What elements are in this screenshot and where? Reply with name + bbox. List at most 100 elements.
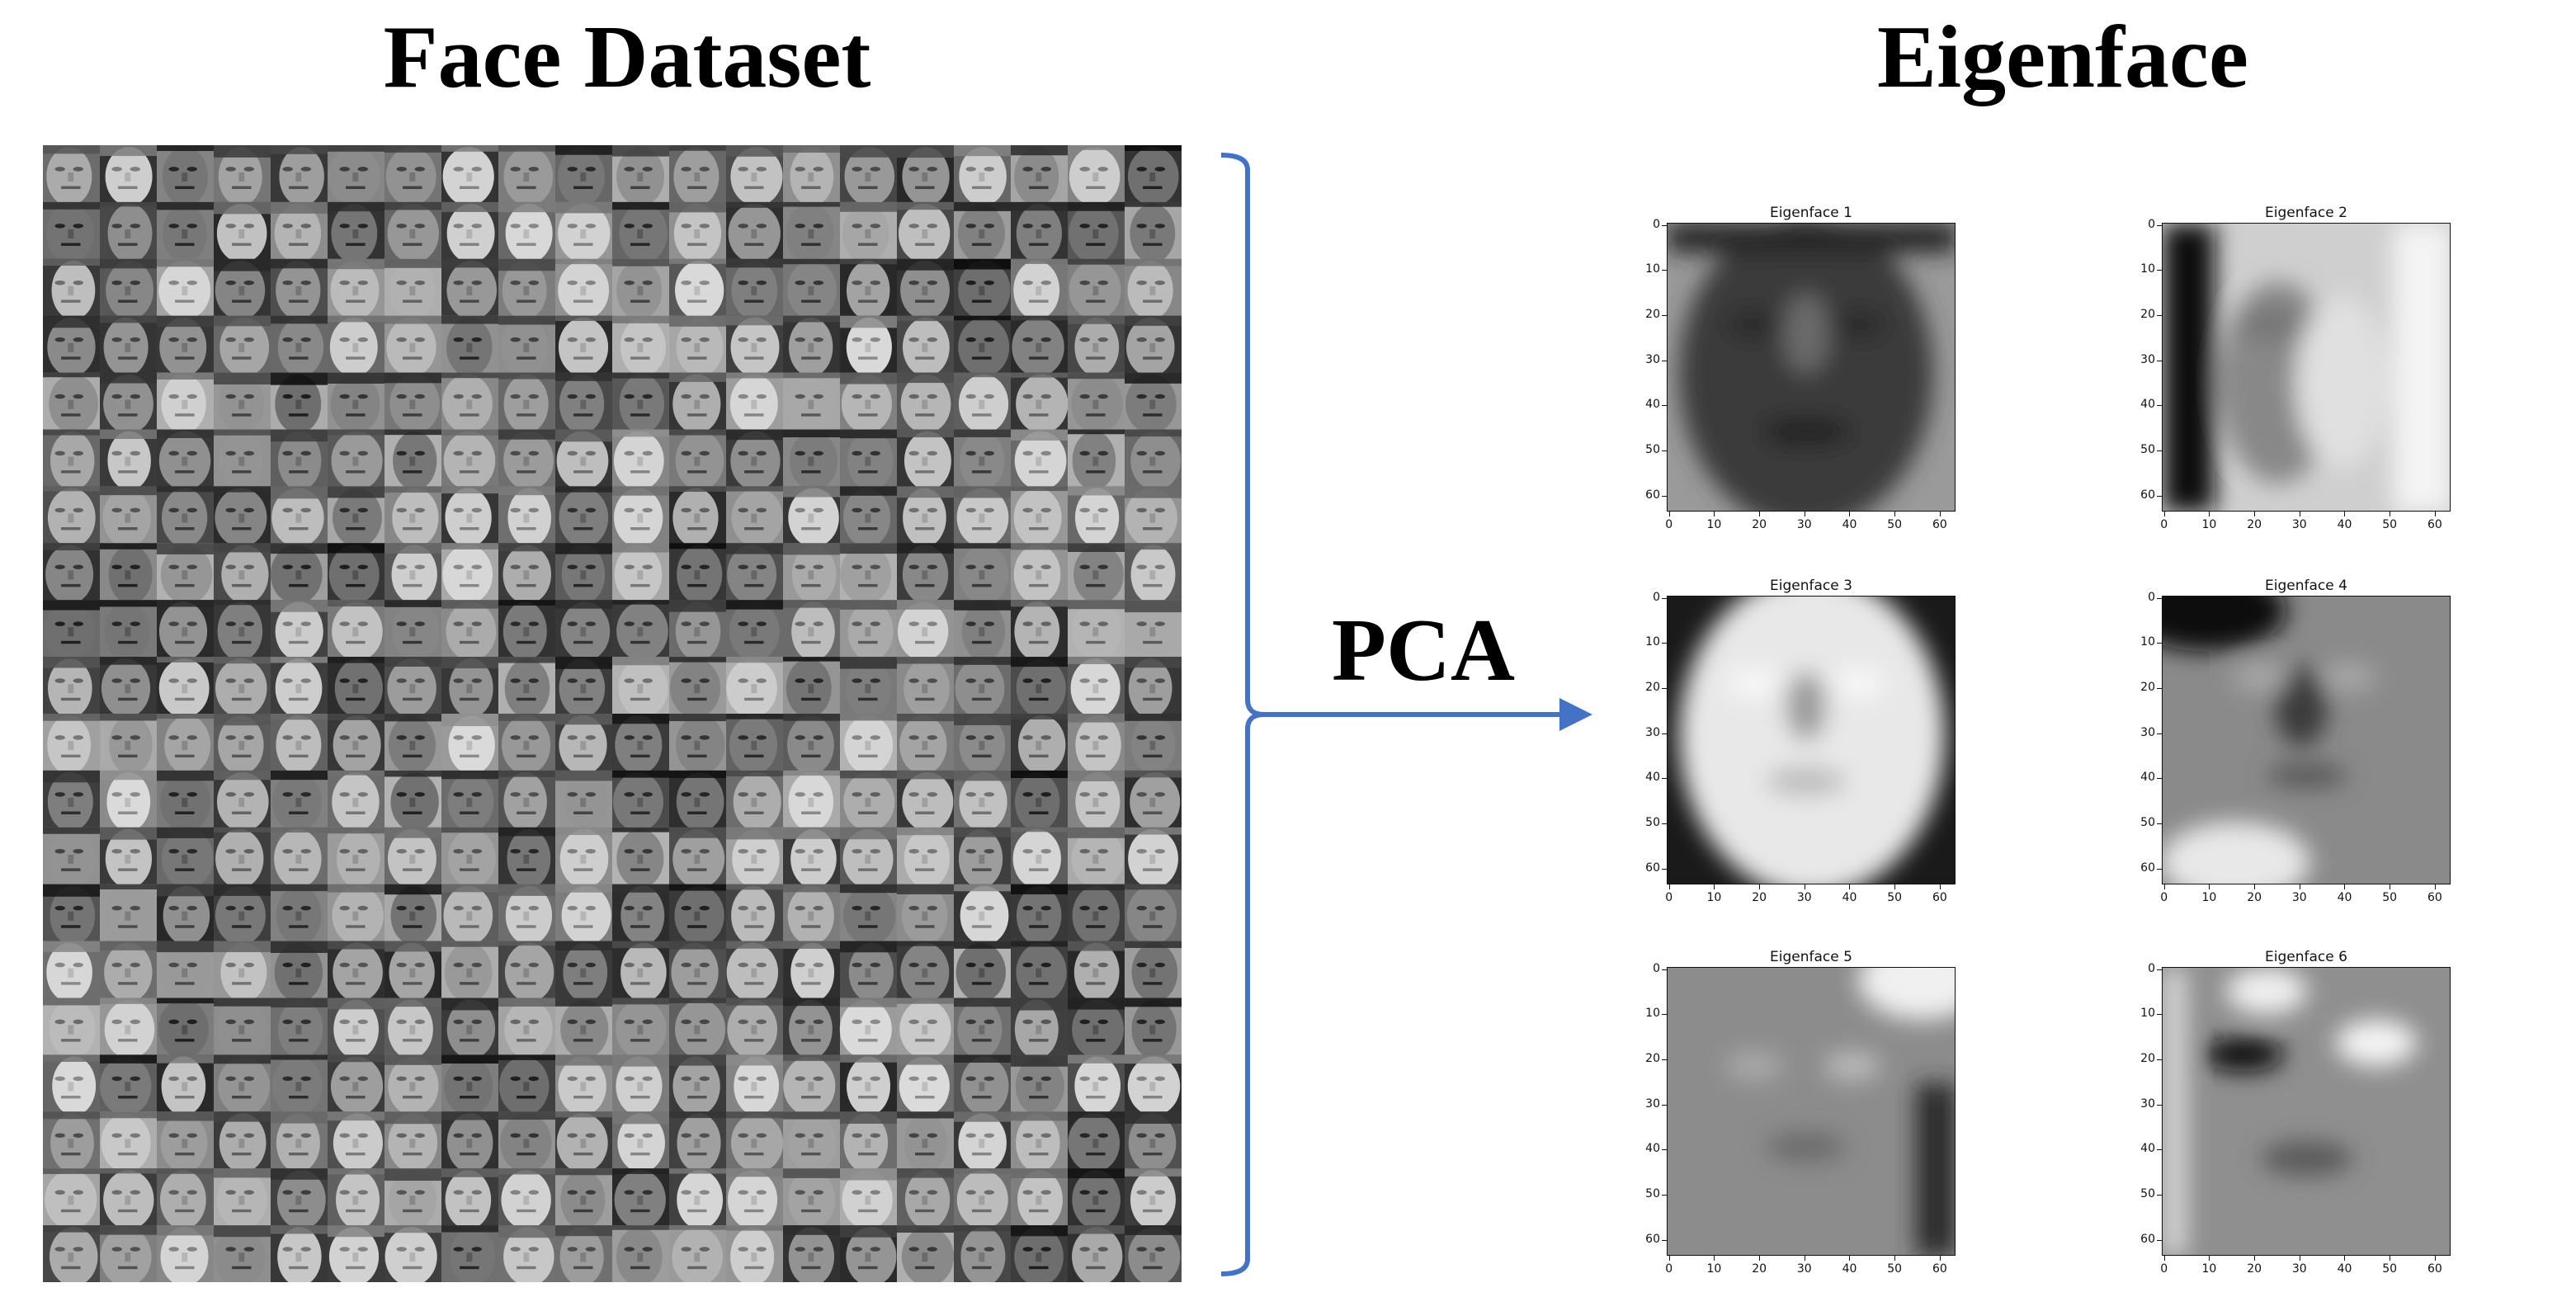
face-thumbnail <box>1068 486 1125 548</box>
x-tick-mark <box>1849 884 1851 889</box>
face-thumbnail <box>555 315 613 377</box>
face-thumbnail <box>498 258 556 320</box>
face-thumbnail <box>954 1225 1012 1282</box>
y-tick-mark <box>2157 969 2162 970</box>
face-thumbnail <box>441 201 499 263</box>
face-thumbnail <box>441 258 499 320</box>
face-thumbnail <box>385 372 442 434</box>
face-thumbnail <box>214 1168 271 1229</box>
face-thumbnail <box>840 429 898 491</box>
face-thumbnail <box>555 543 613 605</box>
face-thumbnail <box>1011 714 1069 775</box>
face-thumbnail <box>385 315 442 377</box>
x-tick-label: 10 <box>1706 891 1722 904</box>
y-tick-mark <box>1662 1059 1667 1061</box>
y-tick-label: 30 <box>1645 352 1660 366</box>
face-thumbnail <box>214 998 271 1059</box>
face-thumbnail <box>1125 657 1182 718</box>
face-thumbnail <box>612 372 670 434</box>
face-thumbnail <box>897 1225 955 1282</box>
y-tick-mark <box>1662 733 1667 734</box>
eigenface-image <box>2162 596 2451 884</box>
face-thumbnail <box>669 884 727 946</box>
x-tick-label: 40 <box>1842 1262 1857 1276</box>
y-tick-label: 30 <box>2140 352 2155 366</box>
x-tick-label: 60 <box>2427 518 2442 531</box>
face-thumbnail <box>157 714 215 775</box>
eigenface-panel-title: Eigenface 5 <box>1770 949 1852 965</box>
face-dataset-title: Face Dataset <box>383 8 871 106</box>
face-thumbnail <box>1068 372 1125 434</box>
face-thumbnail <box>954 998 1012 1059</box>
face-thumbnail <box>1011 1054 1069 1116</box>
face-thumbnail <box>897 486 955 548</box>
face-thumbnail <box>441 372 499 434</box>
face-thumbnail <box>498 201 556 263</box>
face-thumbnail <box>43 201 101 263</box>
face-thumbnail <box>43 315 101 377</box>
face-thumbnail <box>954 145 1012 206</box>
face-thumbnail <box>555 145 613 206</box>
face-thumbnail <box>328 657 385 718</box>
x-tick-mark <box>1668 512 1670 516</box>
face-thumbnail <box>1011 600 1069 661</box>
y-tick-label: 10 <box>1645 635 1660 649</box>
face-thumbnail <box>1011 1111 1069 1173</box>
face-thumbnail <box>555 1225 613 1282</box>
face-thumbnail <box>328 1225 385 1282</box>
face-thumbnail <box>385 145 442 206</box>
x-tick-mark <box>2163 1256 2165 1261</box>
face-thumbnail <box>783 145 841 206</box>
x-tick-label: 60 <box>2427 1262 2442 1276</box>
face-thumbnail <box>726 543 784 605</box>
face-thumbnail <box>1068 315 1125 377</box>
face-thumbnail <box>1125 770 1182 832</box>
y-tick-mark <box>1662 597 1667 599</box>
face-thumbnail <box>43 1225 101 1282</box>
face-thumbnail <box>441 315 499 377</box>
y-tick-mark <box>1662 688 1667 690</box>
face-thumbnail <box>726 941 784 1002</box>
face-thumbnail <box>1068 145 1125 206</box>
y-tick-mark <box>1662 495 1667 497</box>
face-thumbnail <box>43 543 101 605</box>
face-thumbnail <box>1125 543 1182 605</box>
face-thumbnail <box>328 315 385 377</box>
face-thumbnail <box>441 1225 499 1282</box>
face-thumbnail <box>783 1111 841 1173</box>
x-tick-label: 10 <box>2201 518 2217 531</box>
face-thumbnail <box>897 657 955 718</box>
face-thumbnail <box>555 1111 613 1173</box>
face-thumbnail <box>441 543 499 605</box>
face-thumbnail <box>555 600 613 661</box>
face-thumbnail <box>157 315 215 377</box>
face-thumbnail <box>43 486 101 548</box>
x-tick-label: 20 <box>1752 891 1767 904</box>
face-thumbnail <box>726 657 784 718</box>
eigenface-panel-title: Eigenface 3 <box>1770 578 1852 594</box>
face-thumbnail <box>157 486 215 548</box>
bracket <box>1220 153 1267 1276</box>
face-thumbnail <box>726 1225 784 1282</box>
y-tick-mark <box>2157 823 2162 825</box>
face-thumbnail <box>840 1168 898 1229</box>
face-thumbnail <box>214 827 271 889</box>
y-tick-label: 20 <box>1645 681 1660 695</box>
face-thumbnail <box>783 429 841 491</box>
x-tick-mark <box>1894 884 1896 889</box>
face-thumbnail <box>726 998 784 1059</box>
y-tick-mark <box>2157 778 2162 780</box>
face-thumbnail <box>612 486 670 548</box>
y-tick-label: 40 <box>1645 1142 1660 1156</box>
y-tick-mark <box>1662 224 1667 226</box>
face-thumbnail <box>100 543 158 605</box>
face-thumbnail <box>271 657 328 718</box>
face-thumbnail <box>1068 429 1125 491</box>
face-thumbnail <box>328 543 385 605</box>
x-tick-label: 50 <box>1887 518 1903 531</box>
face-thumbnail <box>157 600 215 661</box>
face-thumbnail <box>271 600 328 661</box>
face-thumbnail <box>840 657 898 718</box>
face-thumbnail <box>441 770 499 832</box>
y-tick-label: 20 <box>1645 1052 1660 1066</box>
